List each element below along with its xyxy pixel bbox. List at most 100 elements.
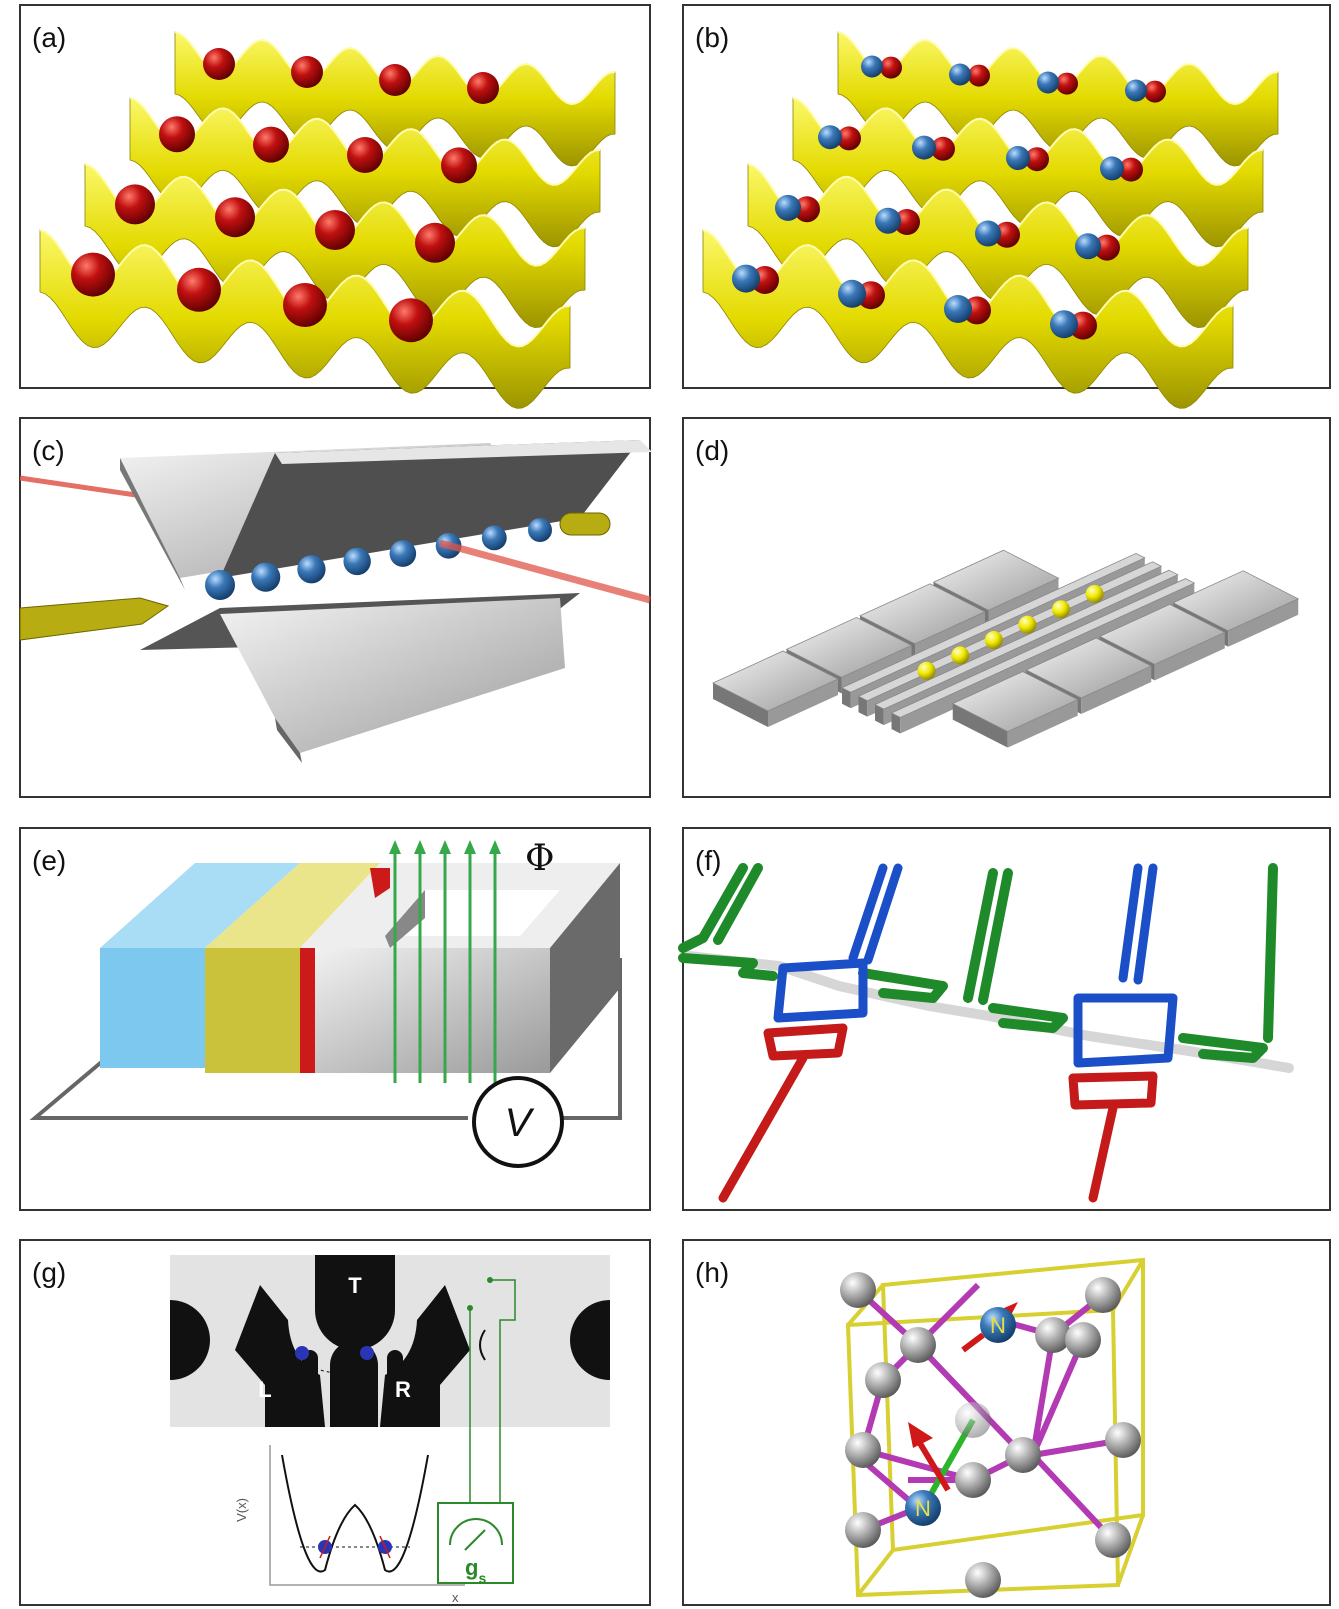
label: V(x) <box>234 1498 249 1522</box>
shape-circle <box>71 252 115 297</box>
shape-rect <box>559 512 611 536</box>
shape-rect <box>302 1350 318 1427</box>
shape-circle <box>1125 79 1147 102</box>
shape-polygon <box>439 840 451 854</box>
shape-circle <box>794 196 820 223</box>
label: (e) <box>32 845 66 876</box>
shape-polygon <box>842 687 851 709</box>
shape-polyline <box>29 1036 468 1120</box>
shape-circle <box>951 646 970 665</box>
shape-polyline <box>560 958 622 1120</box>
shape-circle <box>205 570 235 600</box>
label: (b) <box>695 22 729 53</box>
shape-polygon <box>19 597 170 641</box>
shape-polygon <box>841 552 1146 693</box>
label: N <box>915 1496 931 1521</box>
shape-circle <box>415 222 455 263</box>
shape-circle <box>865 1362 901 1398</box>
shape-circle <box>861 55 883 78</box>
shape-rect <box>682 1239 1331 1606</box>
shape-polygon <box>489 840 501 854</box>
shape-g: (c) <box>19 417 652 798</box>
shape-polyline <box>713 863 763 945</box>
shape-circle <box>379 64 411 96</box>
shape-g <box>840 1272 1141 1598</box>
label: Φ <box>525 838 555 879</box>
shape-rect <box>300 948 315 1073</box>
shape-g: (f) <box>678 827 1331 1211</box>
shape-circle <box>968 64 990 87</box>
shape-path <box>449 1518 503 1546</box>
shape-polygon <box>891 713 901 734</box>
shape-g <box>712 549 1300 748</box>
shape-path <box>330 1341 378 1427</box>
shape-circle <box>1052 600 1070 619</box>
shape-circle <box>347 137 383 173</box>
label: R <box>395 1377 411 1402</box>
shape-rect <box>300 948 550 1073</box>
shape-circle <box>115 184 155 225</box>
shape-polygon <box>389 840 401 854</box>
shape-polygon <box>1154 632 1225 681</box>
shape-polyline <box>848 863 888 963</box>
shape-circle <box>159 116 195 153</box>
label: (a) <box>32 22 66 53</box>
shape-line <box>464 1529 486 1551</box>
shape-polygon <box>890 578 1196 718</box>
shape-g <box>205 518 552 600</box>
shape-polygon <box>1081 666 1152 714</box>
shape-circle <box>441 147 477 184</box>
shape-polygon <box>220 598 565 753</box>
shape-circle <box>343 547 371 576</box>
shape-circle <box>1075 233 1101 260</box>
label: V <box>505 1101 535 1145</box>
shape-line <box>862 1447 974 1483</box>
shape-circle <box>215 197 255 238</box>
shape-polygon <box>932 549 1060 611</box>
shape-circle <box>1065 1322 1101 1358</box>
shape-polygon <box>275 718 302 763</box>
shape-path <box>170 1300 210 1380</box>
shape-circle <box>253 126 289 163</box>
shape-circle <box>818 125 842 150</box>
shape-path <box>570 1300 610 1380</box>
shape-circle <box>917 661 936 680</box>
shape-polygon <box>550 863 620 1073</box>
shape-circle <box>1037 71 1059 94</box>
shape-circle <box>980 1307 1016 1343</box>
shape-circle <box>467 72 499 104</box>
shape-line <box>915 1438 951 1492</box>
shape-polygon <box>1098 603 1226 665</box>
shape-circle <box>875 207 901 234</box>
shape-polygon <box>859 583 986 645</box>
shape-polyline <box>1118 863 1143 983</box>
label: T <box>348 1273 362 1298</box>
shape-circle <box>880 56 902 79</box>
shape-circle <box>1035 1317 1071 1353</box>
shape-circle <box>315 210 355 250</box>
shape-path <box>281 1454 429 1573</box>
shape-circle <box>251 562 281 592</box>
shape-circle <box>1018 615 1037 634</box>
shape-path <box>479 1329 486 1361</box>
shape-polygon <box>875 704 884 726</box>
shape-polygon <box>1228 598 1299 647</box>
shape-rect <box>205 948 300 1073</box>
shape-g: (a) <box>19 4 651 409</box>
shape-polygon <box>874 569 1179 710</box>
shape-path <box>315 1255 395 1350</box>
shape-circle <box>1094 234 1120 261</box>
shape-circle <box>912 135 936 160</box>
shape-circle <box>1119 157 1143 182</box>
shape-circle <box>1095 1522 1131 1558</box>
shape-polyline <box>1133 863 1158 985</box>
shape-polyline <box>269 1445 465 1586</box>
shape-circle <box>775 194 801 221</box>
label: g <box>465 1555 478 1580</box>
label: (h) <box>695 1257 729 1288</box>
shape-polyline <box>718 1053 808 1203</box>
shape-polygon <box>1007 699 1078 748</box>
shape-polygon <box>100 863 300 948</box>
shape-polygon <box>951 671 1079 733</box>
